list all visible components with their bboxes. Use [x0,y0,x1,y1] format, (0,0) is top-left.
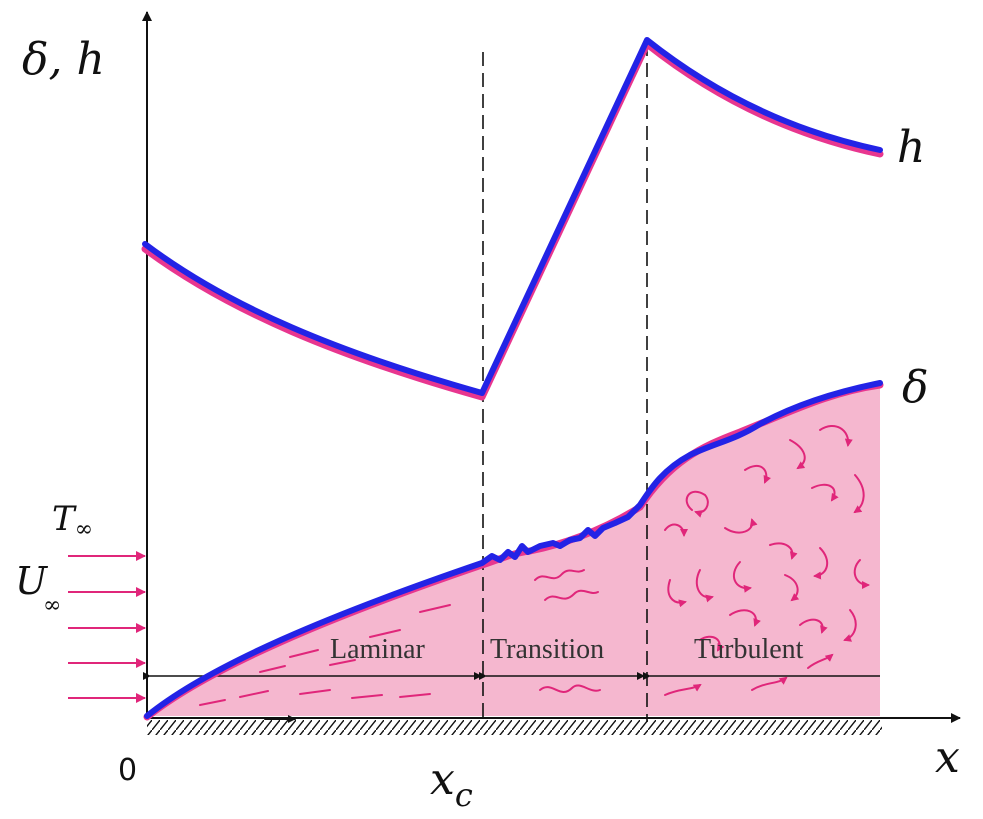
y-axis-label: δ, h [22,34,105,85]
freestream-temperature-label: T∞ [52,499,93,542]
delta-curve [144,380,883,719]
region-label-transition: Transition [490,634,604,665]
wall-hatch [147,720,882,735]
region-label-turbulent: Turbulent [694,634,804,665]
delta-curve-label: δ [902,362,929,413]
transition-squiggles [534,569,601,693]
critical-x-label: xc [430,754,473,814]
region-label-laminar: Laminar [330,634,426,665]
boundary-layer-region [147,383,880,716]
h-curve-shadow [141,40,884,401]
laminar-streaks [199,604,451,723]
h-curve-label: h [897,122,925,173]
freestream-arrows [68,551,146,703]
h-curve [142,37,883,396]
x-axis-label: x [935,732,960,783]
turbulent-eddies [664,425,870,696]
origin-label: 0 [118,753,137,788]
freestream-velocity-label: U ∞ [15,559,61,618]
